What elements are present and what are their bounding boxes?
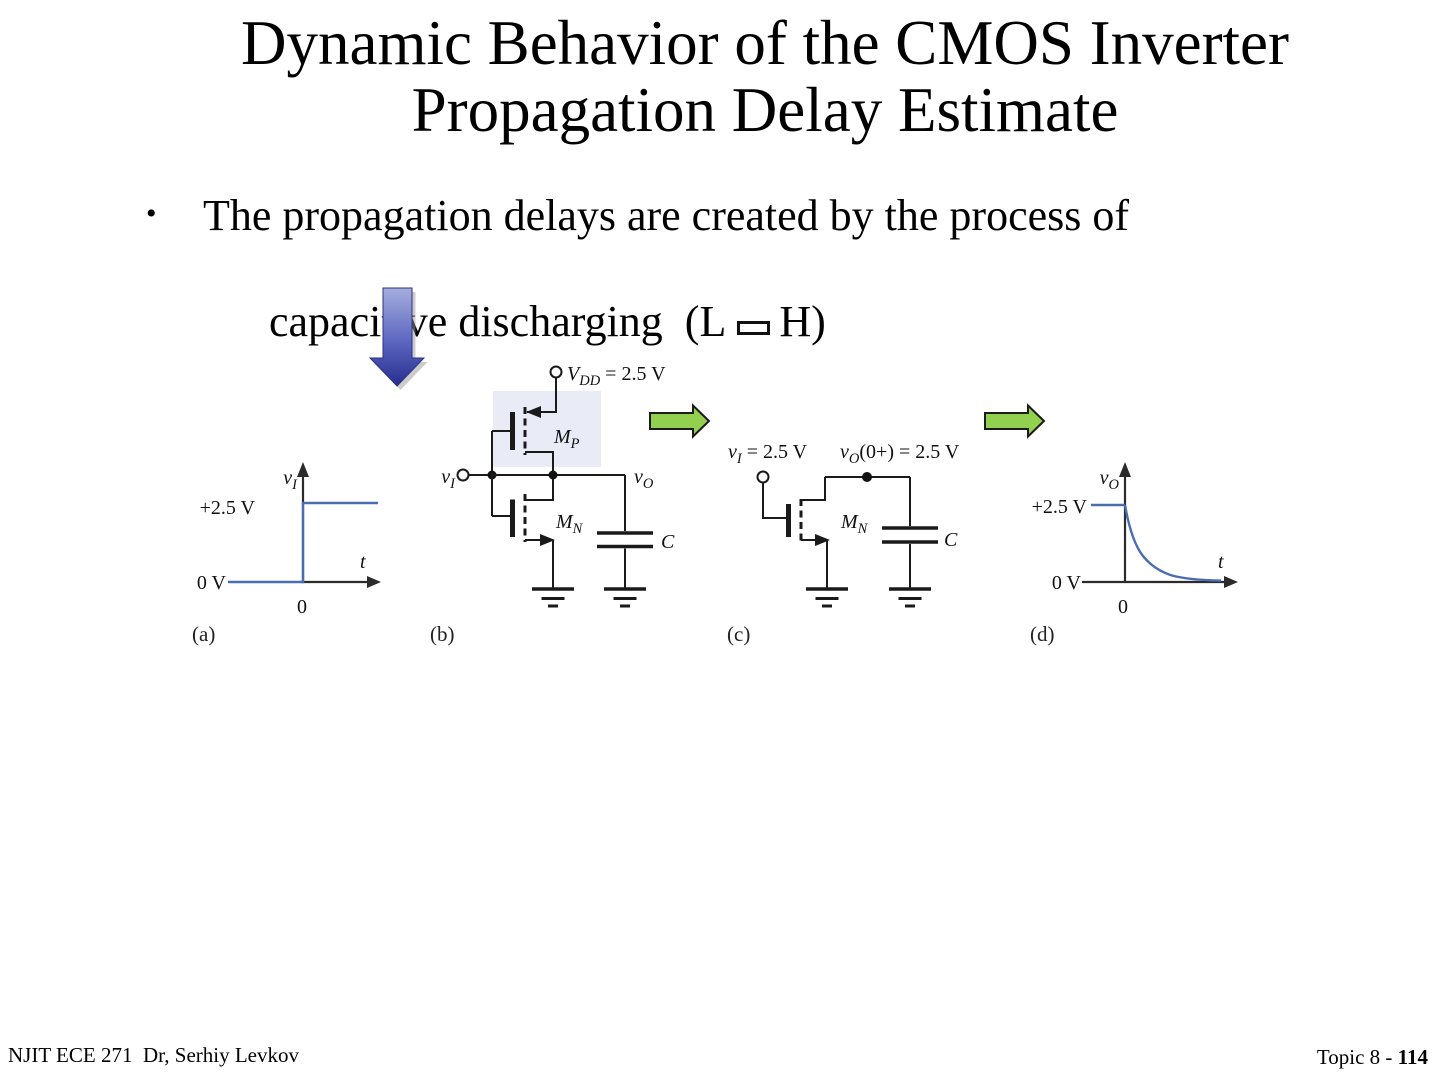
figure-b-cmos-inverter: VDD = 2.5 V MP vI vO: [430, 363, 675, 646]
level-low-label: 0 V: [1052, 572, 1082, 594]
vdd-label: VDD = 2.5 V: [567, 363, 666, 389]
bullet-marker: •: [146, 197, 157, 230]
nmos-label: MN: [555, 511, 584, 537]
capacitor-label: C: [944, 529, 958, 551]
flow-arrow-icon: [984, 403, 1046, 439]
capacitor-label: C: [661, 531, 675, 553]
nmos-source-arrow-icon: [815, 534, 830, 546]
input-step-waveform: [228, 501, 378, 584]
footer-page-number: 114: [1397, 1045, 1428, 1069]
bullet-line-2-before: capacitive discharging (L: [269, 297, 727, 347]
vdd-terminal: [549, 365, 563, 379]
pmos-label: MP: [553, 426, 580, 452]
figure-c-discharge-circuit: vI = 2.5 V vO(0+) = 2.5 V MN: [727, 441, 960, 646]
figure-b-caption: (b): [430, 622, 455, 646]
figure-d-decay-graph: vO +2.5 V 0 V 0 t (d): [1030, 462, 1238, 646]
figure-a-step-graph: vI +2.5 V 0 V 0 t (a): [192, 462, 381, 646]
y-axis-arrowhead-icon: [1119, 462, 1131, 477]
title-line-1: Dynamic Behavior of the CMOS Inverter: [241, 8, 1289, 78]
capacitor: [882, 477, 938, 589]
origin-label: 0: [297, 596, 307, 618]
input-terminal: [756, 470, 770, 484]
x-axis-arrowhead-icon: [1224, 576, 1238, 588]
capacitor: [597, 475, 653, 589]
footer-page-info: Topic 8 - 114: [1317, 1045, 1428, 1070]
pmos-highlight-box: [493, 391, 601, 467]
x-axis-label: t: [1218, 551, 1224, 573]
figure-c-caption: (c): [727, 622, 750, 646]
page-title: Dynamic Behavior of the CMOS Inverter Pr…: [90, 8, 1440, 146]
level-high-label: +2.5 V: [1032, 496, 1088, 518]
level-low-label: 0 V: [197, 572, 227, 594]
input-terminal: [456, 468, 470, 482]
y-axis-arrowhead-icon: [297, 462, 309, 477]
output-junction-dot: [548, 470, 558, 480]
ground-symbol: [530, 587, 576, 608]
vin-value-label: vI = 2.5 V: [728, 441, 808, 467]
level-high-label: +2.5 V: [200, 497, 256, 519]
footer-topic-label: Topic 8 -: [1316, 1045, 1398, 1069]
x-axis-label: t: [360, 551, 366, 573]
nmos-label: MN: [840, 511, 869, 537]
output-decay-waveform: [1123, 504, 1222, 582]
nmos-source-arrow-icon: [540, 534, 555, 546]
ground-symbol: [887, 587, 933, 608]
origin-label: 0: [1118, 596, 1128, 618]
vout-initial-label: vO(0+) = 2.5 V: [840, 441, 960, 467]
bullet-item: • The propagation delays are created by …: [146, 189, 1286, 402]
bullet-line-1: The propagation delays are created by th…: [203, 191, 1130, 240]
nmos-transistor: [786, 477, 830, 589]
figure-a-caption: (a): [192, 622, 215, 646]
pmos-source-arrow-icon: [526, 406, 541, 418]
title-line-2: Propagation Delay Estimate: [411, 75, 1119, 146]
nmos-transistor: [492, 494, 555, 589]
ground-symbol: [602, 587, 648, 608]
y-axis-label: vO: [1100, 467, 1120, 493]
output-junction-dot: [862, 472, 872, 482]
bullet-text: The propagation delays are created by th…: [203, 189, 1129, 402]
down-arrow-icon: [368, 287, 428, 390]
gate-wire: [762, 482, 786, 519]
bullet-line-2-after: H): [779, 297, 826, 347]
output-label: vO: [634, 466, 654, 492]
flow-arrow-icon: [649, 403, 711, 439]
input-label: vI: [441, 466, 456, 492]
figure-d-caption: (d): [1030, 622, 1055, 646]
x-axis-arrowhead-icon: [367, 576, 381, 588]
ground-symbol: [804, 587, 850, 608]
footer-course-info: NJIT ECE 271 Dr, Serhiy Levkov: [8, 1043, 299, 1067]
y-axis-label: vI: [283, 467, 298, 493]
missing-arrow-glyph-icon: [737, 321, 771, 336]
